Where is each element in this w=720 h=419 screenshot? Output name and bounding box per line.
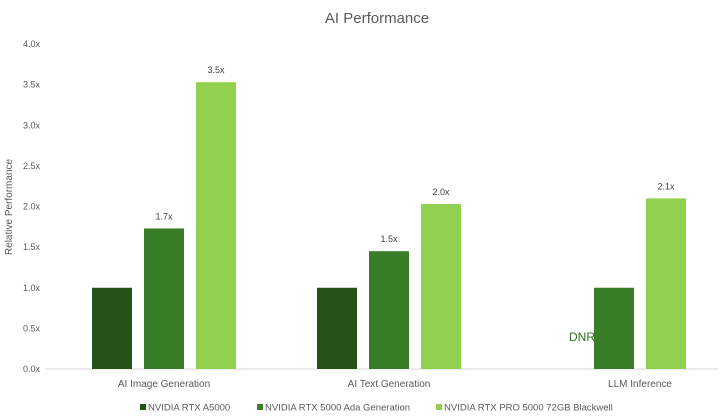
bar-1-1 <box>92 287 132 369</box>
legend-swatch-3 <box>436 404 442 410</box>
bar-3-2 <box>421 204 461 369</box>
data-label: 1.5x <box>380 234 398 244</box>
y-tick-label: 1.0x <box>23 283 41 293</box>
y-axis-ticks: 0.0x 0.5x 1.0x 1.5x 2.0x 2.5x 3.0x 3.5x 4.0x <box>23 39 41 374</box>
legend: NVIDIA RTX A5000 NVIDIA RTX 5000 Ada Gene… <box>140 403 613 414</box>
y-tick-label: 4.0x <box>23 39 41 49</box>
legend-swatch-1 <box>140 404 146 410</box>
y-tick-label: 2.0x <box>23 202 41 212</box>
bar-2-2 <box>369 251 409 369</box>
data-label: 3.5x <box>207 65 225 75</box>
bar-2-3 <box>594 287 634 369</box>
y-axis-label: Relative Performance <box>4 158 15 255</box>
data-label: 2.0x <box>432 187 450 197</box>
legend-label-3: NVIDIA RTX PRO 5000 72GB Blackwell <box>444 403 613 414</box>
category-label: AI Image Generation <box>118 379 210 390</box>
annotations-group: DNR <box>569 330 595 344</box>
bar-3-1 <box>196 82 236 369</box>
dnr-annotation: DNR <box>569 330 595 344</box>
legend-label-2: NVIDIA RTX 5000 Ada Generation <box>265 403 410 414</box>
bar-3-3 <box>646 198 686 369</box>
legend-swatch-2 <box>257 404 263 410</box>
category-labels-group: AI Image Generation AI Text Generation LLM… <box>118 379 673 390</box>
y-tick-label: 0.5x <box>23 323 41 333</box>
y-tick-label: 3.0x <box>23 120 41 130</box>
chart-title: AI Performance <box>325 10 429 27</box>
legend-label-1: NVIDIA RTX A5000 <box>148 403 230 414</box>
data-label: 2.1x <box>657 181 675 191</box>
data-labels-group: 1.7x 3.5x 1.5x 2.0x 2.1x <box>155 65 675 244</box>
bar-1-2 <box>317 287 357 369</box>
category-label: LLM Inference <box>608 379 672 390</box>
y-tick-label: 1.5x <box>23 242 41 252</box>
bar-2-1 <box>144 228 184 369</box>
data-label: 1.7x <box>155 211 173 221</box>
category-label: AI Text Generation <box>348 379 431 390</box>
bars-group <box>92 82 686 369</box>
y-tick-label: 3.5x <box>23 80 41 90</box>
y-tick-label: 2.5x <box>23 161 41 171</box>
y-tick-label: 0.0x <box>23 364 41 374</box>
